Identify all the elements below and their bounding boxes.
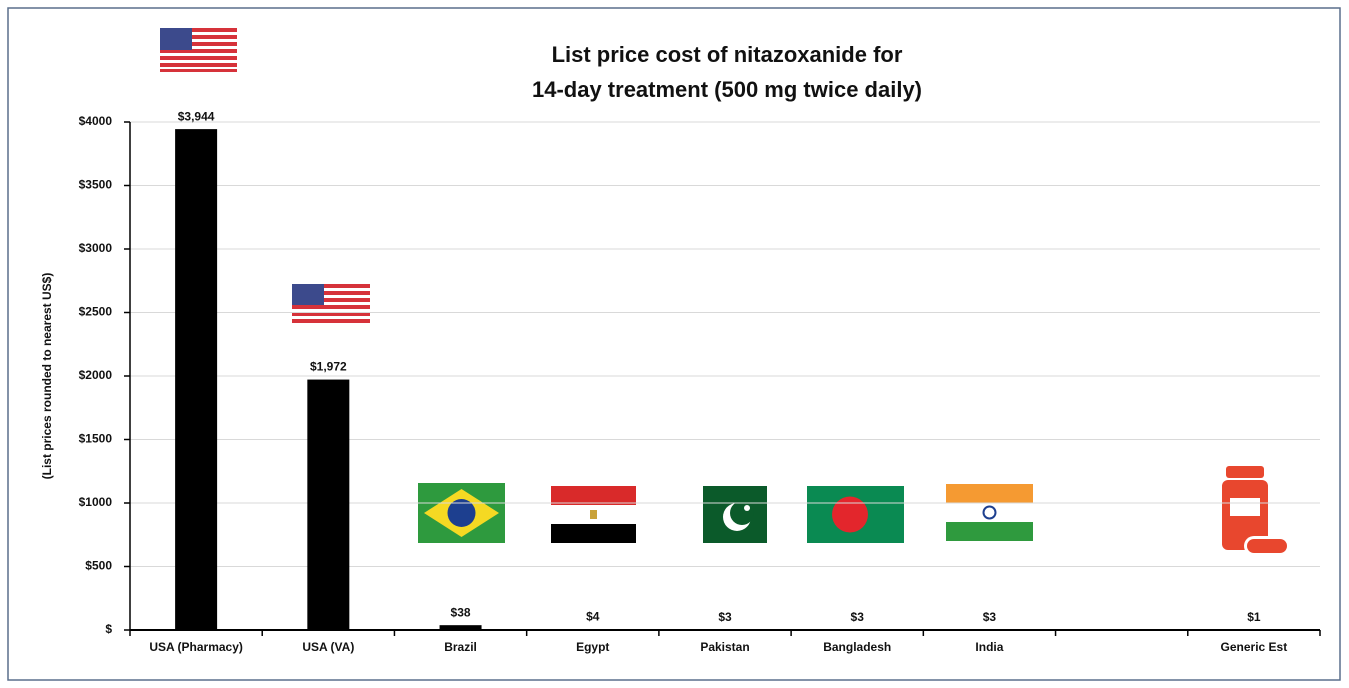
chart-title: List price cost of nitazoxanide for bbox=[552, 42, 903, 67]
y-tick-label: $500 bbox=[85, 559, 112, 573]
flag-bangladesh bbox=[807, 486, 904, 543]
bar bbox=[571, 629, 614, 630]
value-label: $4 bbox=[586, 610, 600, 624]
value-label: $1,972 bbox=[310, 360, 347, 374]
value-label: $3 bbox=[851, 610, 865, 624]
flag-usa bbox=[292, 284, 370, 326]
bar bbox=[439, 625, 482, 630]
y-axis-label: (List prices rounded to nearest US$) bbox=[40, 273, 54, 480]
chart-title: 14-day treatment (500 mg twice daily) bbox=[532, 77, 922, 102]
bar bbox=[307, 379, 350, 630]
value-label: $1 bbox=[1247, 610, 1261, 624]
frame bbox=[7, 7, 1341, 681]
value-label: $3,944 bbox=[178, 109, 215, 123]
flag-egypt bbox=[551, 486, 636, 543]
y-tick-label: $3500 bbox=[79, 178, 113, 192]
y-tick-label: $3000 bbox=[79, 241, 113, 255]
x-tick-label: Brazil bbox=[444, 640, 477, 654]
x-tick-label: India bbox=[975, 640, 1003, 654]
flag-usa bbox=[160, 28, 237, 72]
y-tick-label: $2500 bbox=[79, 305, 113, 319]
x-tick-label: USA (Pharmacy) bbox=[149, 640, 243, 654]
pill-icon bbox=[1222, 466, 1290, 556]
y-tick-label: $1000 bbox=[79, 495, 113, 509]
value-label: $3 bbox=[983, 610, 997, 624]
flag-india bbox=[946, 484, 1033, 541]
y-tick-label: $2000 bbox=[79, 368, 113, 382]
y-tick-label: $4000 bbox=[79, 114, 113, 128]
x-tick-label: Bangladesh bbox=[823, 640, 891, 654]
value-label: $38 bbox=[451, 605, 471, 619]
flag-brazil bbox=[418, 483, 505, 543]
value-label: $3 bbox=[718, 610, 732, 624]
x-tick-label: USA (VA) bbox=[302, 640, 354, 654]
y-tick-label: $1500 bbox=[79, 432, 113, 446]
flag-pakistan bbox=[703, 486, 767, 543]
bar bbox=[175, 129, 218, 630]
y-tick-label: $ bbox=[105, 622, 112, 636]
x-tick-label: Pakistan bbox=[700, 640, 749, 654]
x-tick-label: Generic Est bbox=[1221, 640, 1288, 654]
x-tick-label: Egypt bbox=[576, 640, 609, 654]
